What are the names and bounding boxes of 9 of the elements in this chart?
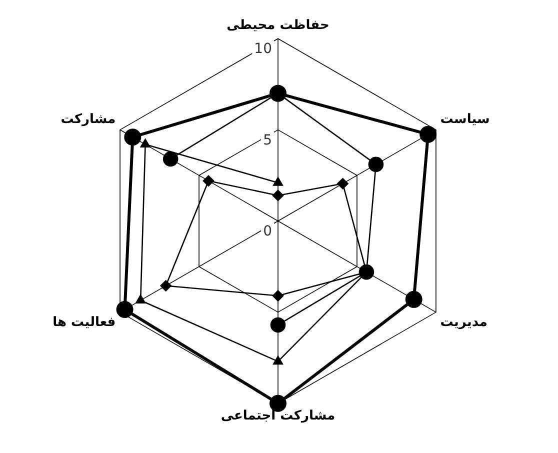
spoke-label: حفاظت محیطی — [226, 18, 330, 34]
y-tick-label: 10 — [254, 41, 272, 58]
spoke-label: فعالیت ها — [52, 314, 116, 330]
y-tick-label: 5 — [263, 132, 272, 148]
spoke-label: سیاست — [440, 112, 490, 127]
spoke-label: مشارکت — [60, 112, 116, 127]
spoke-label: مشارکت اجتماعی — [220, 408, 336, 424]
spoke-label: مدیریت — [440, 314, 488, 330]
y-tick-label: 0 — [263, 224, 272, 240]
